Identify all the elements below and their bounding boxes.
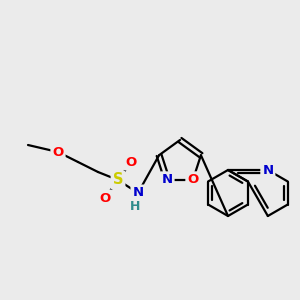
Text: N: N [132,187,144,200]
Text: N: N [262,164,273,176]
Text: N: N [161,173,172,186]
Text: S: S [113,172,123,188]
Text: O: O [187,173,199,186]
Text: H: H [130,200,140,214]
Text: O: O [52,146,64,158]
Text: O: O [99,191,111,205]
Text: O: O [125,155,136,169]
